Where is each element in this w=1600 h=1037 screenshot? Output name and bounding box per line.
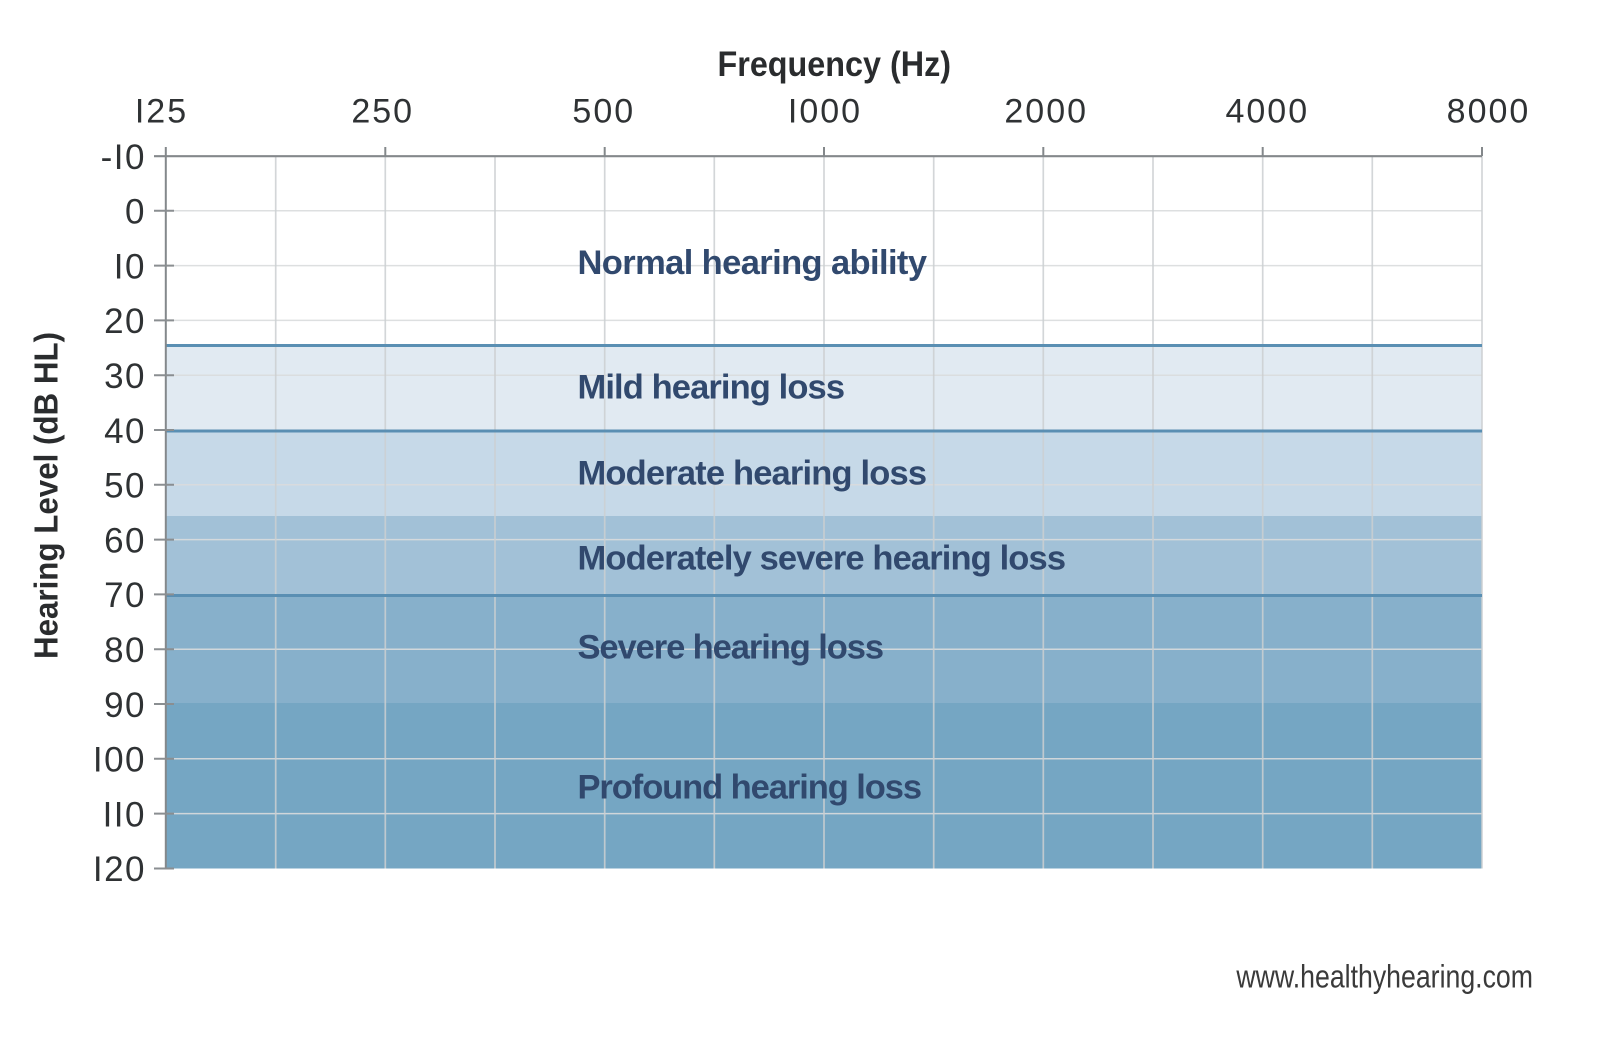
svg-text:8000: 8000 [1447, 92, 1531, 130]
svg-text:Hearing Level (dB HL): Hearing Level (dB HL) [29, 332, 66, 659]
svg-text:60: 60 [104, 521, 146, 560]
svg-text:30: 30 [104, 357, 146, 396]
svg-text:0: 0 [125, 193, 146, 232]
svg-text:I20: I20 [93, 850, 146, 889]
svg-text:50: 50 [104, 467, 146, 506]
svg-text:Moderate hearing loss: Moderate hearing loss [578, 454, 928, 492]
svg-text:4000: 4000 [1225, 92, 1309, 130]
svg-text:-I0: -I0 [101, 138, 146, 177]
svg-text:I25: I25 [135, 92, 188, 130]
svg-text:I00: I00 [93, 741, 146, 780]
svg-text:Mild hearing loss: Mild hearing loss [578, 369, 846, 407]
svg-text:90: 90 [104, 686, 146, 725]
svg-text:500: 500 [572, 92, 635, 130]
svg-text:I0: I0 [114, 247, 146, 286]
svg-text:Profound hearing loss: Profound hearing loss [578, 769, 923, 807]
svg-text:2000: 2000 [1004, 92, 1088, 130]
svg-text:250: 250 [351, 92, 414, 130]
svg-text:www.healthyhearing.com: www.healthyhearing.com [1236, 959, 1533, 995]
svg-text:Severe hearing loss: Severe hearing loss [578, 629, 885, 667]
svg-text:Frequency (Hz): Frequency (Hz) [718, 45, 952, 84]
svg-text:80: 80 [104, 631, 146, 670]
svg-text:II0: II0 [103, 795, 146, 834]
svg-text:Moderately severe hearing loss: Moderately severe hearing loss [578, 540, 1067, 578]
svg-text:70: 70 [104, 576, 146, 615]
svg-text:I000: I000 [788, 92, 862, 130]
svg-text:20: 20 [104, 302, 146, 341]
svg-text:40: 40 [104, 412, 146, 451]
svg-text:Normal hearing ability: Normal hearing ability [578, 244, 928, 282]
